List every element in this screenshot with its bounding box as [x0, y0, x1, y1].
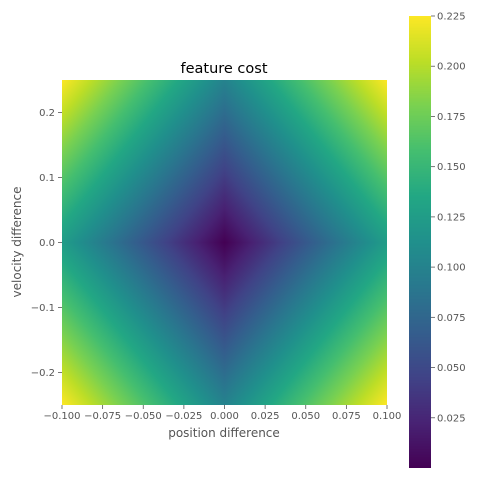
y-axis-label: velocity difference: [10, 187, 24, 298]
colorbar: [409, 16, 431, 468]
x-tick-label: 0.000: [210, 411, 239, 422]
colorbar-tick-label: 0.050: [437, 363, 466, 374]
y-tick-label: 0.0: [39, 238, 55, 249]
y-tick-label: 0.1: [39, 173, 55, 184]
colorbar-tick-label: 0.225: [437, 12, 466, 23]
colorbar-axis: 0.025 0.050 0.075 0.100 0.125 0.150 0.175 0.200…: [431, 12, 466, 424]
colorbar-tick-label: 0.125: [437, 212, 466, 223]
y-tick-label: −0.1: [31, 303, 55, 314]
colorbar-tick-label: 0.025: [437, 413, 466, 424]
x-tick-label: −0.075: [84, 411, 121, 422]
x-tick-label: 0.050: [291, 411, 320, 422]
x-tick-label: −0.100: [43, 411, 80, 422]
y-tick-label: −0.2: [31, 368, 55, 379]
colorbar-tick-label: 0.175: [437, 112, 466, 123]
x-tick-label: −0.050: [125, 411, 162, 422]
x-tick-label: 0.100: [373, 411, 402, 422]
heatmap-area: [62, 80, 387, 405]
y-axis: −0.2 −0.1 0.0 0.1 0.2: [31, 108, 62, 379]
colorbar-tick-label: 0.100: [437, 263, 466, 274]
heatmap-image: [62, 80, 387, 405]
x-axis-label: position difference: [168, 426, 280, 440]
colorbar-area: [409, 16, 431, 468]
colorbar-tick-label: 0.200: [437, 62, 466, 73]
colorbar-tick-label: 0.075: [437, 313, 466, 324]
x-tick-label: −0.025: [165, 411, 202, 422]
x-tick-label: 0.075: [332, 411, 361, 422]
x-tick-label: 0.025: [251, 411, 280, 422]
colorbar-tick-label: 0.150: [437, 162, 466, 173]
y-tick-label: 0.2: [39, 108, 55, 119]
chart-title: feature cost: [180, 61, 267, 77]
x-axis: −0.100 −0.075 −0.050 −0.025 0.000 0.025 0.050 0…: [43, 405, 401, 422]
